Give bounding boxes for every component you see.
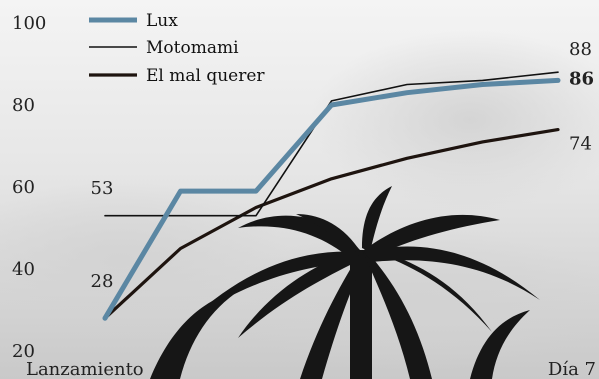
start-label-lux: 28 <box>91 271 114 292</box>
palm-tree-silhouette <box>150 186 540 379</box>
end-label-el-mal-querer: 74 <box>569 134 592 155</box>
x-tick-label-start: Lanzamiento <box>26 359 144 379</box>
y-tick-label-20: 20 <box>12 341 35 362</box>
data-labels: 28 86 53 88 74 <box>91 39 595 292</box>
series-layer <box>102 71 561 321</box>
series-line-el-mal-querer <box>103 128 560 320</box>
legend-label-el-mal-querer: El mal querer <box>146 66 265 86</box>
series-line-lux <box>102 77 561 321</box>
x-axis: Lanzamiento Día 7 <box>26 359 596 379</box>
legend: Lux Motomami El mal querer <box>89 11 265 86</box>
legend-label-motomami: Motomami <box>146 38 239 58</box>
end-label-motomami: 88 <box>569 39 592 60</box>
y-axis: 20 40 60 80 100 <box>12 13 46 362</box>
series-line-motomami <box>104 71 559 217</box>
y-tick-label-40: 40 <box>12 259 35 280</box>
y-tick-label-100: 100 <box>12 13 46 34</box>
legend-label-lux: Lux <box>146 11 178 31</box>
y-tick-label-60: 60 <box>12 177 35 198</box>
y-tick-label-80: 80 <box>12 95 35 116</box>
x-tick-label-end: Día 7 <box>548 359 596 379</box>
end-label-lux: 86 <box>569 68 594 89</box>
start-label-motomami: 53 <box>91 178 114 199</box>
